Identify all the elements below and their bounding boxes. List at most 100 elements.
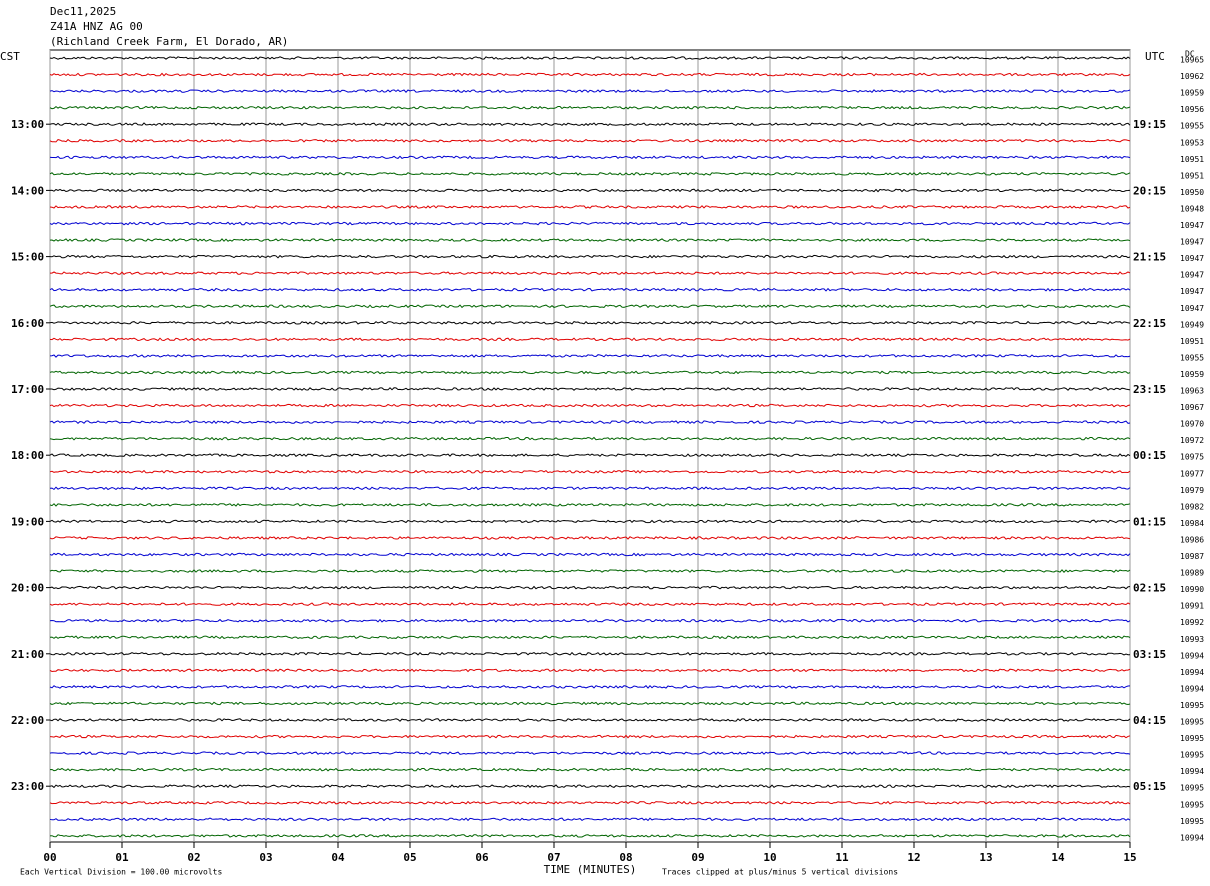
trace (49, 552, 1131, 557)
trace (49, 304, 1131, 309)
trace (49, 734, 1131, 739)
x-tick-label: 10 (763, 851, 776, 864)
dc-value: 10995 (1180, 718, 1204, 727)
dc-value: 10994 (1180, 833, 1204, 842)
dc-value: 10995 (1180, 784, 1204, 793)
utc-label: 23:15 (1133, 383, 1166, 396)
utc-label: 21:15 (1133, 251, 1166, 264)
trace (49, 469, 1131, 474)
dc-value: 10994 (1180, 651, 1204, 660)
dc-value: 10965 (1180, 56, 1204, 65)
cst-label: 16:00 (11, 317, 44, 330)
trace (49, 486, 1131, 491)
trace (49, 767, 1131, 772)
x-tick-label: 12 (907, 851, 920, 864)
dc-value: 10989 (1180, 569, 1204, 578)
dc-value: 10947 (1180, 304, 1204, 313)
footer-left: Each Vertical Division = 100.00 microvol… (20, 868, 222, 877)
dc-value: 10951 (1180, 171, 1204, 180)
left-axis-label: CST (0, 50, 20, 63)
dc-value: 10994 (1180, 684, 1204, 693)
trace (49, 403, 1131, 408)
trace (49, 536, 1131, 540)
trace (49, 502, 1131, 507)
dc-value: 10977 (1180, 469, 1204, 478)
dc-value: 10950 (1180, 188, 1204, 197)
dc-value: 10975 (1180, 453, 1204, 462)
dc-value: 10947 (1180, 254, 1204, 263)
title-line: Z41A HNZ AG 00 (50, 20, 143, 33)
dc-value: 10962 (1180, 72, 1204, 81)
dc-value: 10994 (1180, 767, 1204, 776)
utc-label: 22:15 (1133, 317, 1166, 330)
trace (49, 254, 1131, 259)
trace (49, 784, 1131, 789)
trace (49, 138, 1131, 143)
dc-value: 10947 (1180, 238, 1204, 247)
trace (49, 800, 1131, 805)
plot-frame (49, 49, 1131, 843)
dc-value: 10953 (1180, 138, 1204, 147)
dc-value: 10947 (1180, 287, 1204, 296)
utc-label: 03:15 (1133, 648, 1166, 661)
dc-value: 10970 (1180, 420, 1204, 429)
trace (49, 221, 1131, 226)
x-tick-label: 14 (1051, 851, 1065, 864)
dc-value: 10995 (1180, 800, 1204, 809)
dc-value: 10987 (1180, 552, 1204, 561)
trace (50, 387, 1131, 391)
x-tick-label: 04 (331, 851, 345, 864)
trace (49, 651, 1130, 656)
dc-value: 10947 (1180, 221, 1204, 230)
cst-label: 22:00 (11, 714, 44, 727)
cst-label: 21:00 (11, 648, 44, 661)
trace (49, 602, 1131, 607)
dc-value: 10986 (1180, 535, 1204, 544)
cst-label: 23:00 (11, 780, 44, 793)
trace (49, 72, 1131, 77)
title-line: (Richland Creek Farm, El Dorado, AR) (50, 35, 288, 48)
trace (49, 436, 1131, 441)
dc-value: 10951 (1180, 337, 1204, 346)
cst-label: 15:00 (11, 251, 44, 264)
dc-value: 10993 (1180, 635, 1204, 644)
dc-value: 10967 (1180, 403, 1204, 412)
x-tick-label: 11 (835, 851, 849, 864)
trace (49, 320, 1131, 325)
trace (49, 668, 1131, 673)
x-tick-label: 03 (259, 851, 272, 864)
trace (49, 635, 1131, 640)
dc-value: 10990 (1180, 585, 1204, 594)
cst-label: 14:00 (11, 184, 44, 197)
dc-value: 10955 (1180, 122, 1204, 131)
x-tick-label: 02 (187, 851, 200, 864)
trace (49, 238, 1131, 242)
utc-label: 01:15 (1133, 515, 1166, 528)
x-tick-label: 00 (43, 851, 56, 864)
trace (49, 188, 1131, 193)
utc-label: 04:15 (1133, 714, 1166, 727)
cst-label: 17:00 (11, 383, 44, 396)
dc-value: 10951 (1180, 155, 1204, 164)
trace (49, 817, 1131, 822)
trace (49, 105, 1131, 110)
dc-value: 10979 (1180, 486, 1204, 495)
cst-label: 13:00 (11, 118, 44, 131)
trace (49, 569, 1131, 573)
footer-right: Traces clipped at plus/minus 5 vertical … (662, 868, 898, 877)
utc-label: 05:15 (1133, 780, 1166, 793)
dc-value: 10949 (1180, 320, 1204, 329)
dc-value: 10995 (1180, 817, 1204, 826)
dc-value: 10994 (1180, 668, 1204, 677)
cst-label: 19:00 (11, 515, 44, 528)
dc-value: 10995 (1180, 701, 1204, 710)
right-axis-label: UTC (1145, 50, 1165, 63)
x-tick-label: 06 (475, 851, 489, 864)
utc-label: 00:15 (1133, 449, 1166, 462)
dc-value: 10963 (1180, 387, 1204, 396)
x-tick-label: 01 (115, 851, 129, 864)
trace (49, 172, 1131, 176)
trace (49, 89, 1131, 93)
dc-value: 10948 (1180, 204, 1204, 213)
trace (49, 718, 1131, 722)
